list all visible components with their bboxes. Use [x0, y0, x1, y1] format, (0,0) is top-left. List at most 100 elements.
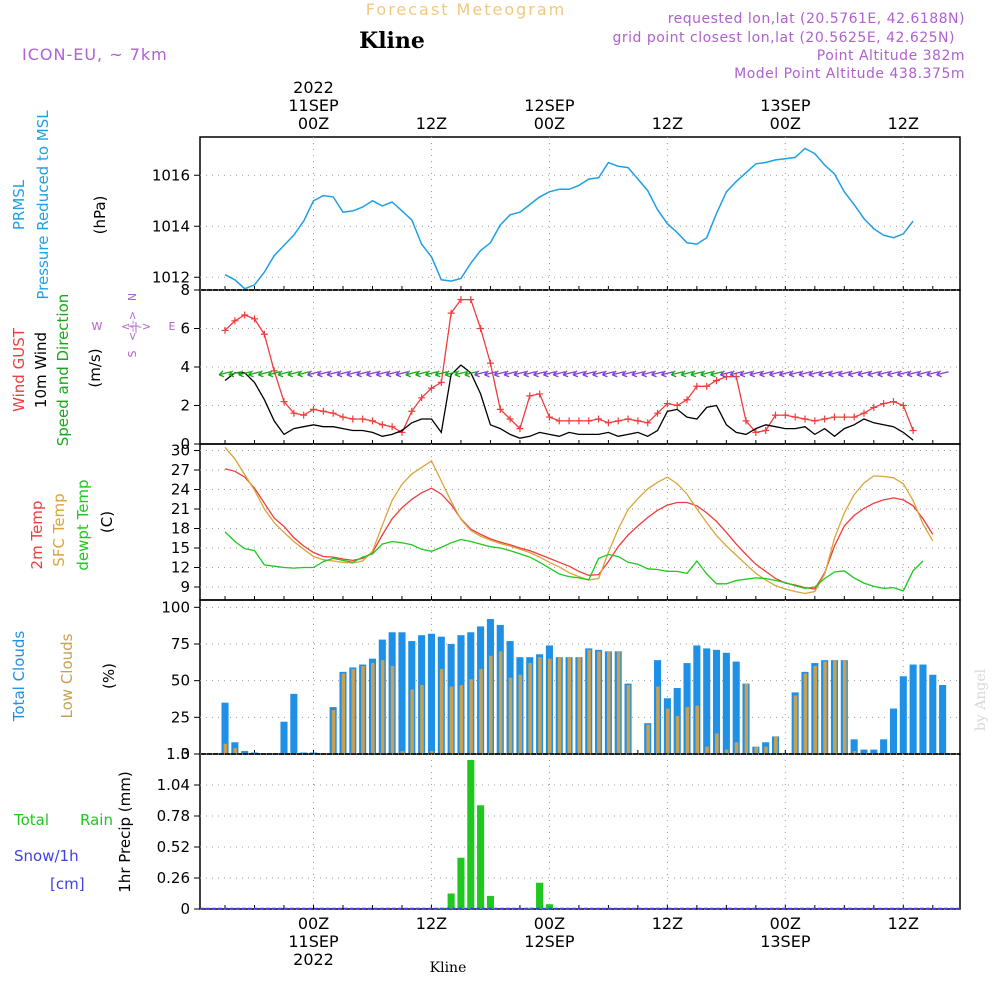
y-tick-label: 30	[171, 442, 190, 460]
gust-marker	[477, 325, 485, 332]
gust-marker	[703, 382, 711, 390]
time-label: 12Z	[416, 114, 447, 133]
rain-bar	[545, 904, 553, 909]
low-cloud-bar	[813, 666, 817, 754]
wind-arrow	[690, 370, 704, 378]
total-cloud-bar	[290, 693, 298, 754]
low-cloud-bar	[754, 746, 758, 754]
low-cloud-bar	[705, 746, 709, 754]
gust-marker	[604, 419, 612, 427]
gust-marker	[585, 417, 593, 425]
time-label: 13SEP	[760, 96, 811, 115]
wind-arrow	[867, 370, 880, 378]
wind-arrow	[592, 370, 605, 378]
low-cloud-bar	[626, 685, 631, 754]
dewpt-temp-line	[224, 531, 924, 592]
gust-marker	[850, 413, 858, 421]
y-tick-label: 6	[180, 320, 190, 338]
low-cloud-bar	[557, 657, 562, 754]
gust-marker	[408, 407, 416, 415]
panel-prmsl: 1012 1014 1016	[152, 136, 961, 291]
requested-location: requested lon,lat (20.5761E, 42.6188N)	[668, 11, 965, 27]
gust-marker	[300, 411, 308, 419]
wind-arrow	[631, 370, 645, 378]
low-cloud-bar	[390, 666, 395, 754]
gust-marker	[830, 413, 838, 421]
low-cloud-bar	[341, 673, 346, 754]
wind-arrow	[523, 370, 536, 378]
low-cloud-bar	[351, 668, 355, 754]
y-tick-label: 27	[171, 461, 190, 479]
time-label: 00Z	[298, 914, 329, 933]
temp-unit: (C)	[98, 511, 116, 533]
low-clouds-label: Low Clouds	[58, 633, 76, 718]
wind-arrow	[601, 370, 615, 378]
low-cloud-bar	[695, 705, 699, 754]
wind-arrow	[828, 370, 841, 378]
y-tick-label: 2	[180, 397, 190, 415]
total-cloud-bar	[427, 633, 435, 754]
gust-marker	[889, 398, 897, 406]
wind-arrow	[788, 370, 802, 378]
total-cloud-bar	[889, 708, 898, 754]
y-tick-label: 0	[180, 435, 190, 453]
gust-marker	[663, 400, 671, 408]
gust-marker	[280, 398, 288, 406]
time-label: 11SEP	[288, 932, 339, 951]
gust-marker	[418, 394, 426, 402]
wind-arrow	[847, 370, 861, 378]
wind-arrow	[700, 370, 713, 378]
gust-marker	[447, 309, 455, 317]
pressure-line	[224, 147, 914, 290]
low-cloud-bar	[223, 743, 228, 754]
gust-marker	[457, 296, 465, 304]
low-cloud-bar	[685, 707, 690, 754]
low-cloud-bar	[439, 668, 444, 754]
low-cloud-bar	[469, 679, 473, 754]
time-label: 2022	[293, 950, 334, 969]
low-cloud-bar	[587, 649, 591, 754]
wind-arrow	[434, 370, 448, 378]
wind-arrow	[474, 370, 487, 378]
pressure-label-1: PRMSL	[10, 179, 28, 230]
wind-arrow	[356, 370, 369, 378]
wind-arrow	[818, 370, 831, 378]
low-cloud-bar	[734, 742, 739, 754]
rain-bar	[477, 805, 485, 909]
time-label: 12Z	[652, 114, 683, 133]
wind-arrow	[444, 370, 458, 378]
model-point-altitude: Model Point Altitude 438.375m	[734, 66, 965, 82]
gust-marker	[909, 427, 917, 435]
total-cloud-bar	[939, 685, 947, 754]
wind-arrow	[906, 370, 920, 378]
y-tick-label: 1014	[152, 217, 190, 235]
wind-arrow	[778, 370, 792, 378]
low-cloud-bar	[646, 724, 650, 754]
time-label: 13SEP	[760, 932, 811, 951]
y-tick-label: 0	[180, 900, 190, 918]
y-tick-label: 4	[180, 358, 190, 376]
wind-arrow	[277, 370, 291, 378]
gust-marker	[467, 296, 475, 304]
wind-arrow	[680, 370, 694, 378]
wind-arrow	[808, 370, 821, 378]
gust-marker	[310, 405, 317, 413]
total-cloud-bar	[703, 648, 711, 754]
gust-marker	[565, 417, 573, 425]
low-cloud-bar	[479, 668, 483, 754]
gust-marker	[840, 413, 848, 421]
wind-dir-label: Speed and Direction	[54, 294, 72, 447]
wind-arrow	[307, 370, 320, 378]
gust-marker	[801, 415, 809, 423]
low-cloud-bar	[675, 715, 680, 754]
low-cloud-bar	[774, 736, 778, 754]
low-cloud-bar	[420, 685, 424, 754]
gust-marker	[811, 417, 819, 425]
gridpoint-location: grid point closest lon,lat (20.5625E, 42…	[612, 30, 955, 46]
total-cloud-bar	[712, 649, 721, 754]
clouds-unit: (%)	[100, 663, 118, 689]
wind-arrow	[926, 370, 939, 378]
time-label: 00Z	[534, 114, 565, 133]
pressure-label-2: Pressure Reduced to MSL	[34, 110, 52, 300]
